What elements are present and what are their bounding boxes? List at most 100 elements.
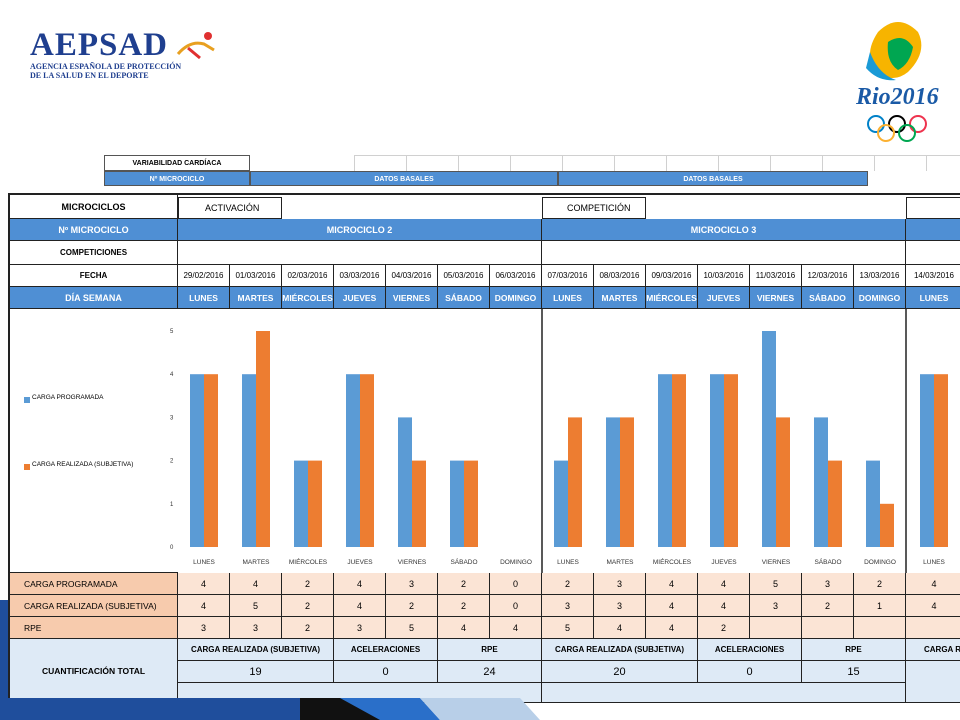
carga-programada-cell[interactable]: 3 [802, 573, 854, 595]
carga-programada-cell[interactable]: 4 [230, 573, 282, 595]
aepsad-subtitle-2: DE LA SALUD EN EL DEPORTE [30, 71, 149, 80]
carga-realizada-cell[interactable]: 4 [334, 595, 386, 617]
carga-programada-cell[interactable]: 4 [646, 573, 698, 595]
rpe-cell[interactable]: 3 [230, 617, 282, 639]
rpe-cell[interactable]: 5 [542, 617, 594, 639]
bar-carga-programada [398, 417, 412, 547]
carga-realizada-cell[interactable]: 4 [698, 595, 750, 617]
date-cell[interactable]: 09/03/2016 [646, 265, 698, 287]
day-cell: MARTES [230, 287, 282, 309]
carga-realizada-cell[interactable]: 4 [646, 595, 698, 617]
carga-realizada-cell[interactable]: 0 [490, 595, 542, 617]
carga-realizada-cell[interactable]: 3 [542, 595, 594, 617]
carga-programada-cell[interactable]: 0 [490, 573, 542, 595]
rpe-cell[interactable]: 4 [646, 617, 698, 639]
x-tick-label: MARTES [243, 559, 271, 566]
q-m2-rpe-value[interactable]: 24 [438, 661, 542, 683]
rpe-cell[interactable]: 4 [490, 617, 542, 639]
carga-programada-cell[interactable]: 4 [906, 573, 960, 595]
date-cell[interactable]: 11/03/2016 [750, 265, 802, 287]
carga-realizada-cell[interactable]: 4 [178, 595, 230, 617]
date-cell[interactable]: 07/03/2016 [542, 265, 594, 287]
carga-programada-cell[interactable]: 2 [438, 573, 490, 595]
bar-carga-programada [242, 374, 256, 547]
row-n-microciclo: Nº MICROCICLO MICROCICLO 2 MICROCICLO 3 [10, 219, 960, 241]
day-cell: JUEVES [698, 287, 750, 309]
q-m2-aceleraciones-value[interactable]: 0 [334, 661, 438, 683]
day-cell: LUNES [906, 287, 960, 309]
rpe-cell[interactable]: 2 [698, 617, 750, 639]
background-grid [354, 155, 960, 171]
carga-realizada-cell[interactable]: 2 [438, 595, 490, 617]
bar-carga-programada [294, 460, 308, 547]
q-m3-rpe-value[interactable]: 15 [802, 661, 906, 683]
carga-programada-cell[interactable]: 5 [750, 573, 802, 595]
bg-datos-basales-2: DATOS BASALES [558, 171, 868, 186]
date-cell[interactable]: 02/03/2016 [282, 265, 334, 287]
carga-programada-cell[interactable]: 2 [282, 573, 334, 595]
rpe-cell[interactable]: 4 [438, 617, 490, 639]
carga-realizada-cell[interactable]: 3 [750, 595, 802, 617]
bar-carga-realizada [934, 374, 948, 547]
x-tick-label: VIERNES [398, 559, 427, 566]
q-m2-rpe-header: RPE [438, 639, 542, 661]
date-cell[interactable]: 13/03/2016 [854, 265, 906, 287]
bar-carga-realizada [672, 374, 686, 547]
carga-programada-cell[interactable]: 3 [386, 573, 438, 595]
q-m4-carga-header: CARGA RE [906, 639, 960, 661]
competiciones-m4[interactable] [906, 241, 960, 265]
competiciones-m2[interactable] [178, 241, 542, 265]
q-m3-aceleraciones-value[interactable]: 0 [698, 661, 802, 683]
cuantificacion-label: CUANTIFICACIÓN TOTAL [10, 639, 178, 703]
competition-cell[interactable]: COMPETICIÓN [542, 197, 646, 219]
y-tick-label: 1 [170, 502, 174, 508]
rpe-cell[interactable] [750, 617, 802, 639]
date-cell[interactable]: 14/03/2016 [906, 265, 960, 287]
rpe-cell[interactable]: 5 [386, 617, 438, 639]
day-cell: MIÉRCOLES [646, 287, 698, 309]
q-m2-carga-value[interactable]: 19 [178, 661, 334, 683]
date-cell[interactable]: 29/02/2016 [178, 265, 230, 287]
carga-realizada-cell[interactable]: 2 [282, 595, 334, 617]
activation-cell[interactable]: ACTIVACIÓN [178, 197, 282, 219]
day-cell: SÁBADO [802, 287, 854, 309]
rio2016-text: Rio2016 [856, 84, 939, 110]
rpe-cell[interactable]: 2 [282, 617, 334, 639]
date-cell[interactable]: 06/03/2016 [490, 265, 542, 287]
x-tick-label: SÁBADO [450, 557, 477, 566]
carga-programada-cell[interactable]: 2 [854, 573, 906, 595]
carga-realizada-cell[interactable]: 5 [230, 595, 282, 617]
rpe-cell[interactable]: 3 [178, 617, 230, 639]
carga-realizada-cell[interactable]: 3 [594, 595, 646, 617]
carga-realizada-cell[interactable]: 2 [802, 595, 854, 617]
carga-programada-cell[interactable]: 4 [698, 573, 750, 595]
rpe-cell[interactable]: 4 [594, 617, 646, 639]
next-activation-cell[interactable] [906, 197, 960, 219]
carga-programada-cell[interactable]: 4 [178, 573, 230, 595]
date-cell[interactable]: 03/03/2016 [334, 265, 386, 287]
q-m2-aceleraciones-header: ACELERACIONES [334, 639, 438, 661]
rpe-cell[interactable]: 3 [334, 617, 386, 639]
date-cell[interactable]: 12/03/2016 [802, 265, 854, 287]
bottom-decor [0, 698, 540, 720]
date-cell[interactable]: 08/03/2016 [594, 265, 646, 287]
carga-programada-cell[interactable]: 2 [542, 573, 594, 595]
bar-carga-realizada [360, 374, 374, 547]
q-m3-aceleraciones-header: ACELERACIONES [698, 639, 802, 661]
q-m3-carga-value[interactable]: 20 [542, 661, 698, 683]
competiciones-m3[interactable] [542, 241, 906, 265]
olympic-rings-icon [867, 115, 927, 142]
date-cell[interactable]: 01/03/2016 [230, 265, 282, 287]
date-cell[interactable]: 05/03/2016 [438, 265, 490, 287]
date-cell[interactable]: 10/03/2016 [698, 265, 750, 287]
carga-realizada-cell[interactable]: 4 [906, 595, 960, 617]
carga-programada-cell[interactable]: 4 [334, 573, 386, 595]
carga-realizada-cell[interactable]: 1 [854, 595, 906, 617]
rpe-cell[interactable] [802, 617, 854, 639]
date-cell[interactable]: 04/03/2016 [386, 265, 438, 287]
carga-programada-cell[interactable]: 3 [594, 573, 646, 595]
carga-realizada-cell[interactable]: 2 [386, 595, 438, 617]
bar-carga-realizada [880, 503, 894, 547]
rpe-cell[interactable] [854, 617, 906, 639]
rpe-cell[interactable] [906, 617, 960, 639]
